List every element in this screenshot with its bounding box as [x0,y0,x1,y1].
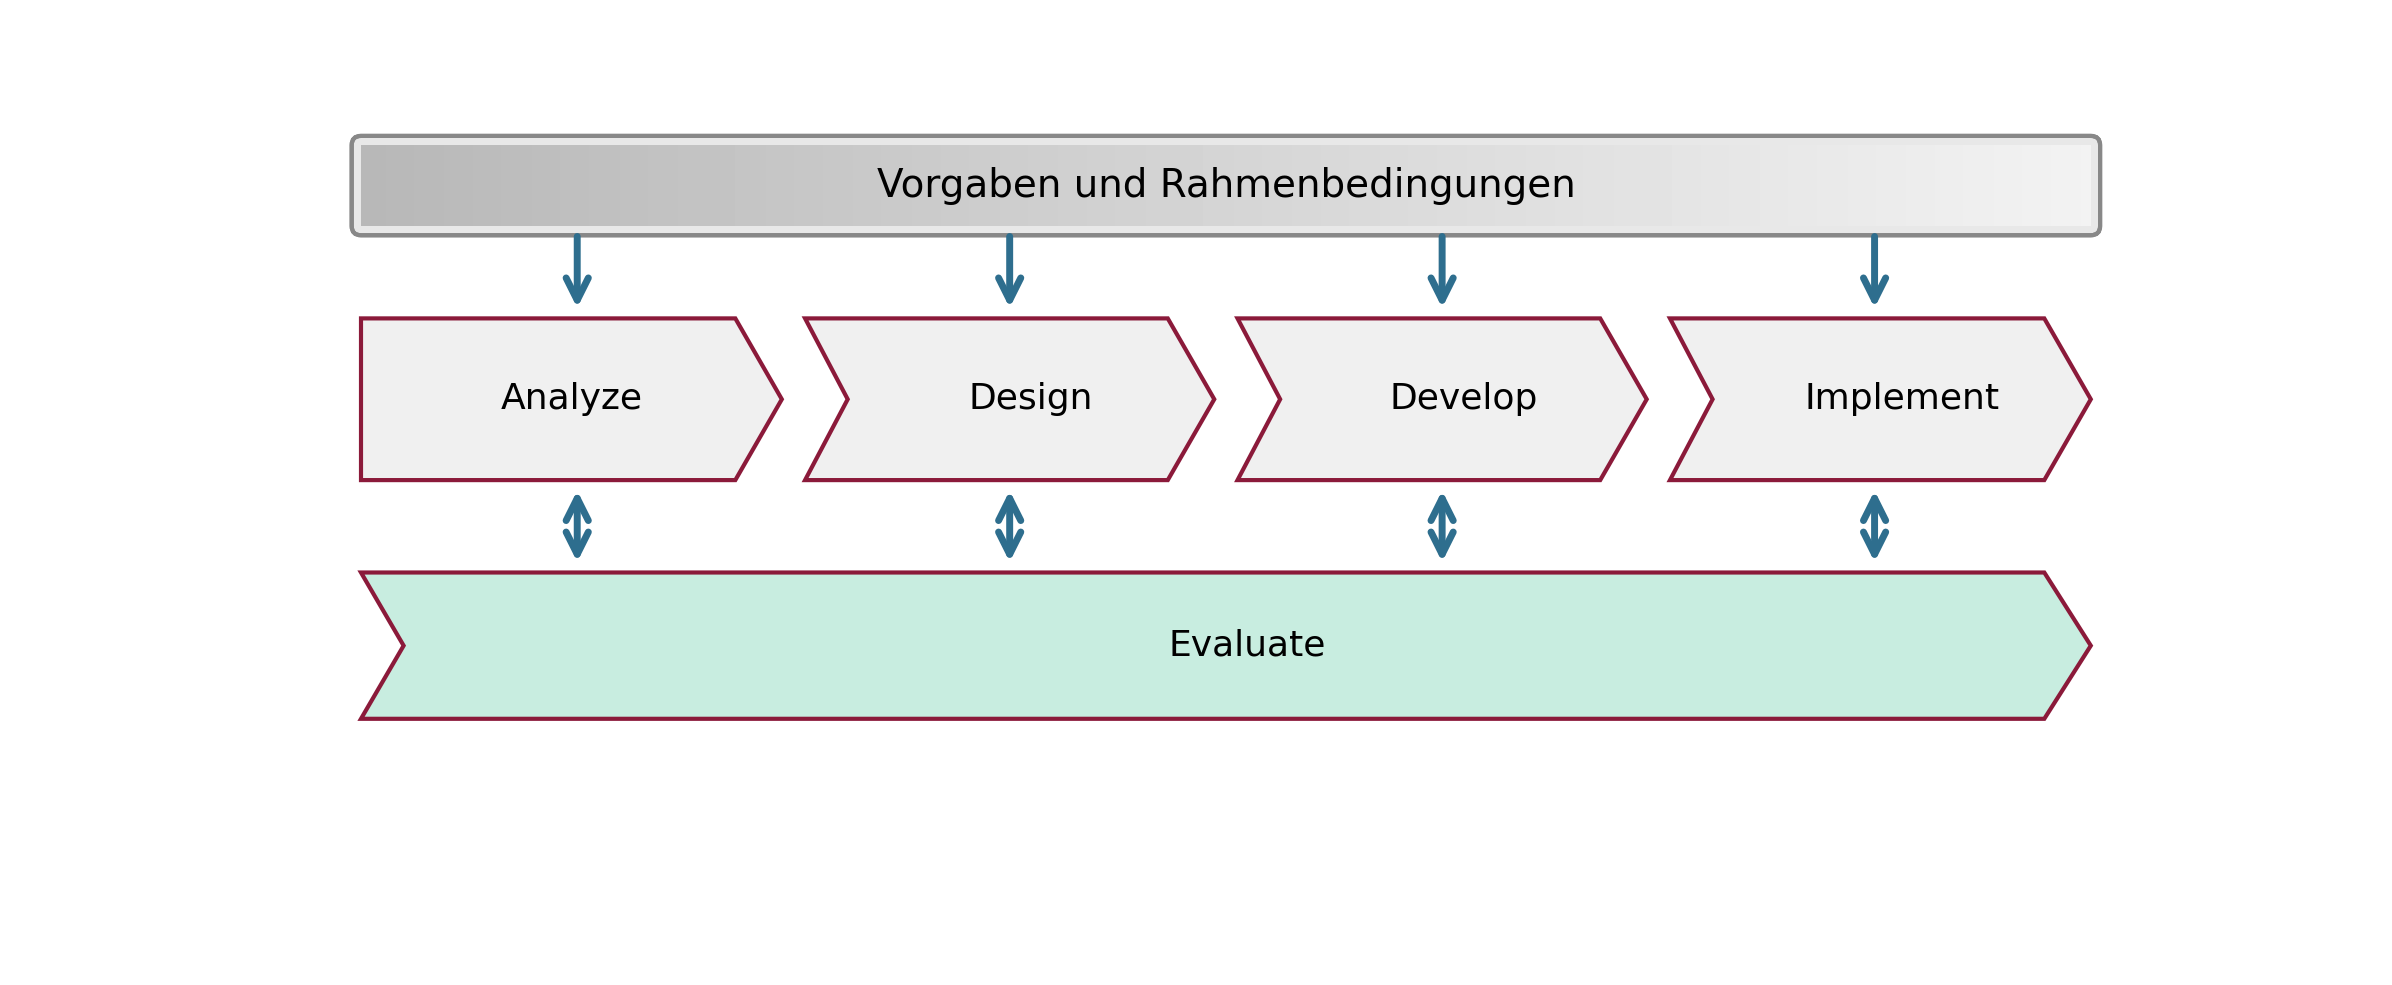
Text: Design: Design [969,382,1093,417]
FancyBboxPatch shape [352,136,2100,235]
Text: Analyze: Analyze [500,382,643,417]
Polygon shape [361,572,2091,719]
Polygon shape [1237,318,1646,480]
Polygon shape [1670,318,2091,480]
Text: Evaluate: Evaluate [1170,628,1325,663]
Polygon shape [806,318,1215,480]
Text: Develop: Develop [1390,382,1538,417]
Text: Vorgaben und Rahmenbedingungen: Vorgaben und Rahmenbedingungen [875,166,1576,205]
Polygon shape [361,318,782,480]
Text: Implement: Implement [1804,382,2000,417]
